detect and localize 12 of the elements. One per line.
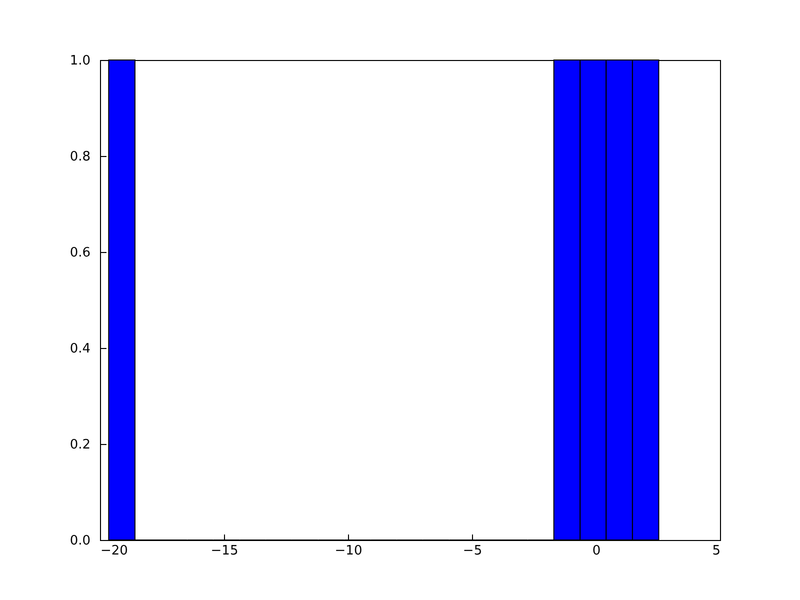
y-tick-label: 0.0 [70, 534, 90, 548]
x-tick-label: 0 [592, 544, 601, 558]
y-tick-label: 0.2 [70, 438, 90, 452]
x-tick-label: −15 [210, 544, 238, 558]
y-tick-label: 1.0 [70, 54, 90, 68]
x-tick-label: −10 [334, 544, 362, 558]
y-tick-label: 0.6 [70, 246, 90, 260]
y-tick-label: 0.8 [70, 150, 90, 164]
x-tick-label: −20 [100, 544, 128, 558]
y-tick-label: 0.4 [70, 342, 90, 356]
x-tick-label: −5 [462, 544, 482, 558]
x-tick-label: 5 [712, 544, 720, 558]
